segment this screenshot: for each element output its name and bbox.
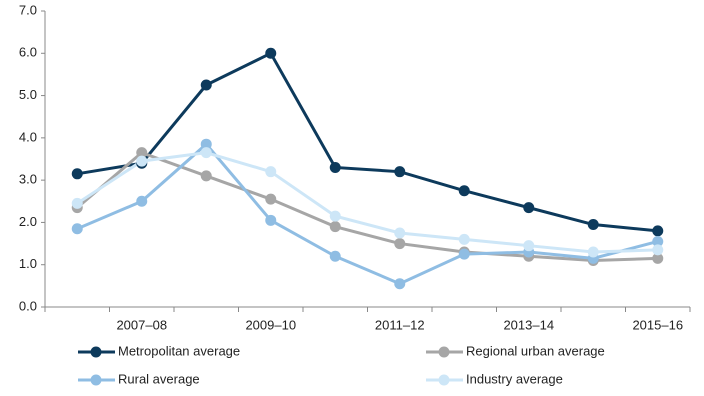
series-line (76, 142, 659, 286)
data-point (136, 195, 148, 207)
data-point (265, 193, 277, 205)
data-point (71, 223, 83, 235)
legend-label: Industry average (466, 371, 563, 386)
data-point (265, 166, 277, 178)
y-tick-label: 2.0 (19, 214, 37, 229)
legend-marker (438, 346, 450, 358)
y-tick-label: 4.0 (19, 129, 37, 144)
data-point (136, 147, 148, 159)
data-point (200, 170, 212, 182)
data-point (523, 202, 535, 214)
y-tick-label: 1.0 (19, 256, 37, 271)
x-tick-label: 2015–16 (632, 317, 683, 332)
data-point (329, 161, 341, 173)
legend-marker (438, 374, 450, 386)
legend-label: Regional urban average (466, 343, 605, 358)
data-point (394, 278, 406, 290)
data-point (652, 225, 664, 237)
data-point (136, 155, 148, 167)
legend-marker (90, 374, 102, 386)
data-point (329, 221, 341, 233)
y-tick-label: 7.0 (19, 2, 37, 17)
legend-label: Metropolitan average (118, 343, 240, 358)
y-tick-label: 6.0 (19, 45, 37, 60)
data-point (458, 233, 470, 245)
y-tick-label: 5.0 (19, 87, 37, 102)
x-tick-label: 2011–12 (375, 317, 425, 332)
data-point (71, 197, 83, 209)
series-line (76, 151, 658, 254)
data-point (71, 168, 83, 180)
data-point (587, 246, 599, 258)
data-point (200, 147, 212, 159)
data-point (265, 47, 277, 59)
data-point (652, 252, 664, 264)
data-point (652, 235, 664, 247)
y-tick-label: 0.0 (19, 298, 37, 313)
data-point (458, 248, 470, 260)
data-point (394, 227, 406, 239)
series-line (76, 150, 658, 262)
data-point (394, 166, 406, 178)
series-line (77, 51, 658, 233)
data-point (329, 250, 341, 262)
data-point (200, 138, 212, 150)
data-point (265, 214, 277, 226)
data-point (394, 238, 406, 250)
x-tick-label: 2007–08 (116, 317, 167, 332)
legend-marker (90, 346, 102, 358)
y-tick-label: 3.0 (19, 172, 37, 187)
x-tick-label: 2013–14 (503, 317, 554, 332)
data-point (458, 185, 470, 197)
data-point (200, 79, 212, 91)
x-tick-label: 2009–10 (245, 317, 296, 332)
data-point (652, 244, 664, 256)
data-point (587, 219, 599, 231)
data-point (329, 210, 341, 222)
data-point (523, 240, 535, 252)
legend-label: Rural average (118, 371, 200, 386)
